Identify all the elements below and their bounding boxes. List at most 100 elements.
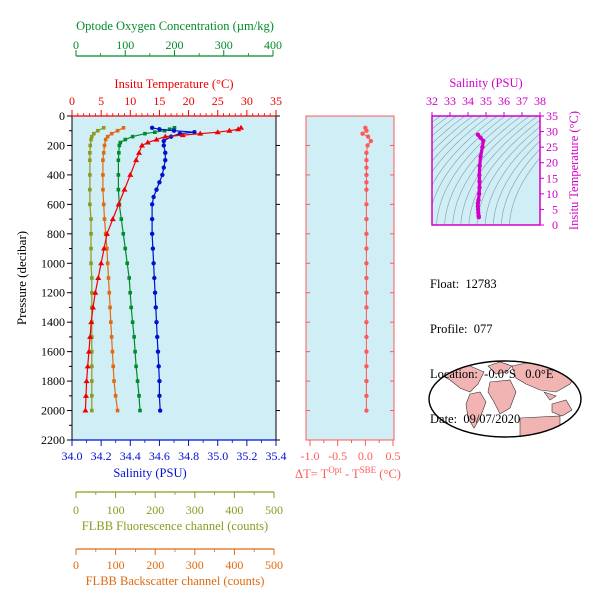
ts-point [477,179,482,184]
temperature-point [82,407,89,413]
ts-temperature-tick-label: 25 [546,140,558,154]
density-contour [432,116,482,162]
fluorescence-axis-tick-label: 300 [186,503,204,517]
density-contour [432,116,458,137]
temperature-point [127,171,134,177]
backscatter-point [106,276,111,280]
pressure-tick-label: 0 [59,109,65,123]
salinity-point [152,275,157,281]
fluorescence-axis-tick-label: 0 [73,503,79,517]
temperature-point [83,378,90,384]
oxygen-point [116,173,121,177]
salinity-point [157,408,163,413]
fluorescence-point [88,187,92,192]
salinity-axis-tick-label: 34.2 [91,449,112,463]
salinity-point [163,150,168,156]
float-info: Float: 12783 Profile: 077 Location: -0.0… [430,247,554,442]
delta-t-point [364,334,369,340]
pressure-tick-label: 1000 [41,256,65,270]
ts-salinity-title: Salinity (PSU) [449,76,522,90]
density-contour [432,116,466,144]
ts-salinity-tick-label: 33 [444,94,456,108]
map-landmass [543,391,557,401]
backscatter-point [102,217,107,221]
pressure-tick-label: 1800 [41,374,65,388]
salinity-point [149,216,155,222]
delta-t-axis: -1.0 -0.5 0.0 0.5 ΔT= TOpt - TSBE (°C) [295,115,401,481]
salinity-axis-title: Salinity (PSU) [113,466,186,480]
temperature-point [88,319,95,325]
delta-t-tick-label: -1.0 [301,449,320,463]
fluorescence-point [89,217,93,221]
oxygen-point [132,335,136,339]
density-contour [432,116,474,153]
salinity-point [149,231,155,237]
ts-temperature-tick-label: 15 [546,171,558,185]
oxygen-point [134,364,138,369]
backscatter-point [113,394,118,398]
oxygen-point [125,261,130,266]
fluorescence-point [90,290,94,295]
salinity-point [150,246,156,251]
temperature-point [144,139,151,145]
backscatter-point [101,173,105,177]
backscatter-axis-tick-label: 300 [186,558,204,572]
temperature-point [235,126,242,132]
temperature-point [98,260,105,266]
ts-temperature-tick-label: 20 [546,156,558,170]
temperature-axis-tick-label: 25 [212,94,224,108]
fluorescence-point [90,364,94,369]
oxygen-series [116,125,177,413]
fluorescence-point [88,202,92,207]
pressure-tick-label: 1600 [41,345,65,359]
temperature-point [238,124,245,130]
salinity-point [157,378,162,384]
ts-series [475,132,486,220]
ts-temperature-tick-label: 30 [546,125,558,139]
temperature-series [82,124,245,413]
salinity-point [161,143,166,148]
temperature-point [179,132,186,138]
salinity-point [157,127,162,132]
oxygen-point [137,394,141,398]
fluorescence-axis-tick-label: 500 [265,503,283,517]
salinity-point [163,157,168,163]
backscatter-point [101,158,105,162]
fluorescence-axis: 0 100 200 300 400 500 FLBB Fluorescence channe… [73,491,283,533]
oxygen-point [135,379,140,383]
backscatter-axis-tick-label: 0 [73,558,79,572]
fluorescence-point [88,151,92,155]
profile-plot-area [71,115,277,441]
profile-number: Profile: 077 [430,322,493,336]
backscatter-axis-tick-label: 100 [107,558,125,572]
temperature-point [197,130,204,136]
fluorescence-point [90,276,94,280]
oxygen-axis: 0 100 200 300 400 Optode Oxygen Concentration… [73,19,282,57]
delta-t-point [364,216,369,222]
pressure-tick-label: 2200 [41,433,65,447]
delta-t-tick-label: 0.0 [358,449,373,463]
delta-t-point [364,172,369,178]
salinity-axis-tick-label: 34.8 [178,449,199,463]
ts-salinity-tick-label: 35 [480,94,492,108]
profile-panel: 0200400600800100012001400160018002000220… [14,19,287,588]
temperature-point [133,157,140,163]
salinity-point [156,364,161,369]
salinity-axis-tick-label: 34.6 [149,449,170,463]
oxygen-point [130,134,135,139]
pressure-tick-label: 2000 [41,404,65,418]
backscatter-point [121,125,126,130]
delta-t-point [364,393,369,399]
delta-t-point [360,131,365,136]
delta-t-point [364,202,369,207]
backscatter-point [103,137,108,142]
backscatter-point [109,335,114,339]
ts-point [475,132,481,137]
fluorescence-point [90,379,94,383]
fluorescence-point [88,158,92,162]
ts-point [477,185,482,190]
oxygen-point [129,305,133,310]
